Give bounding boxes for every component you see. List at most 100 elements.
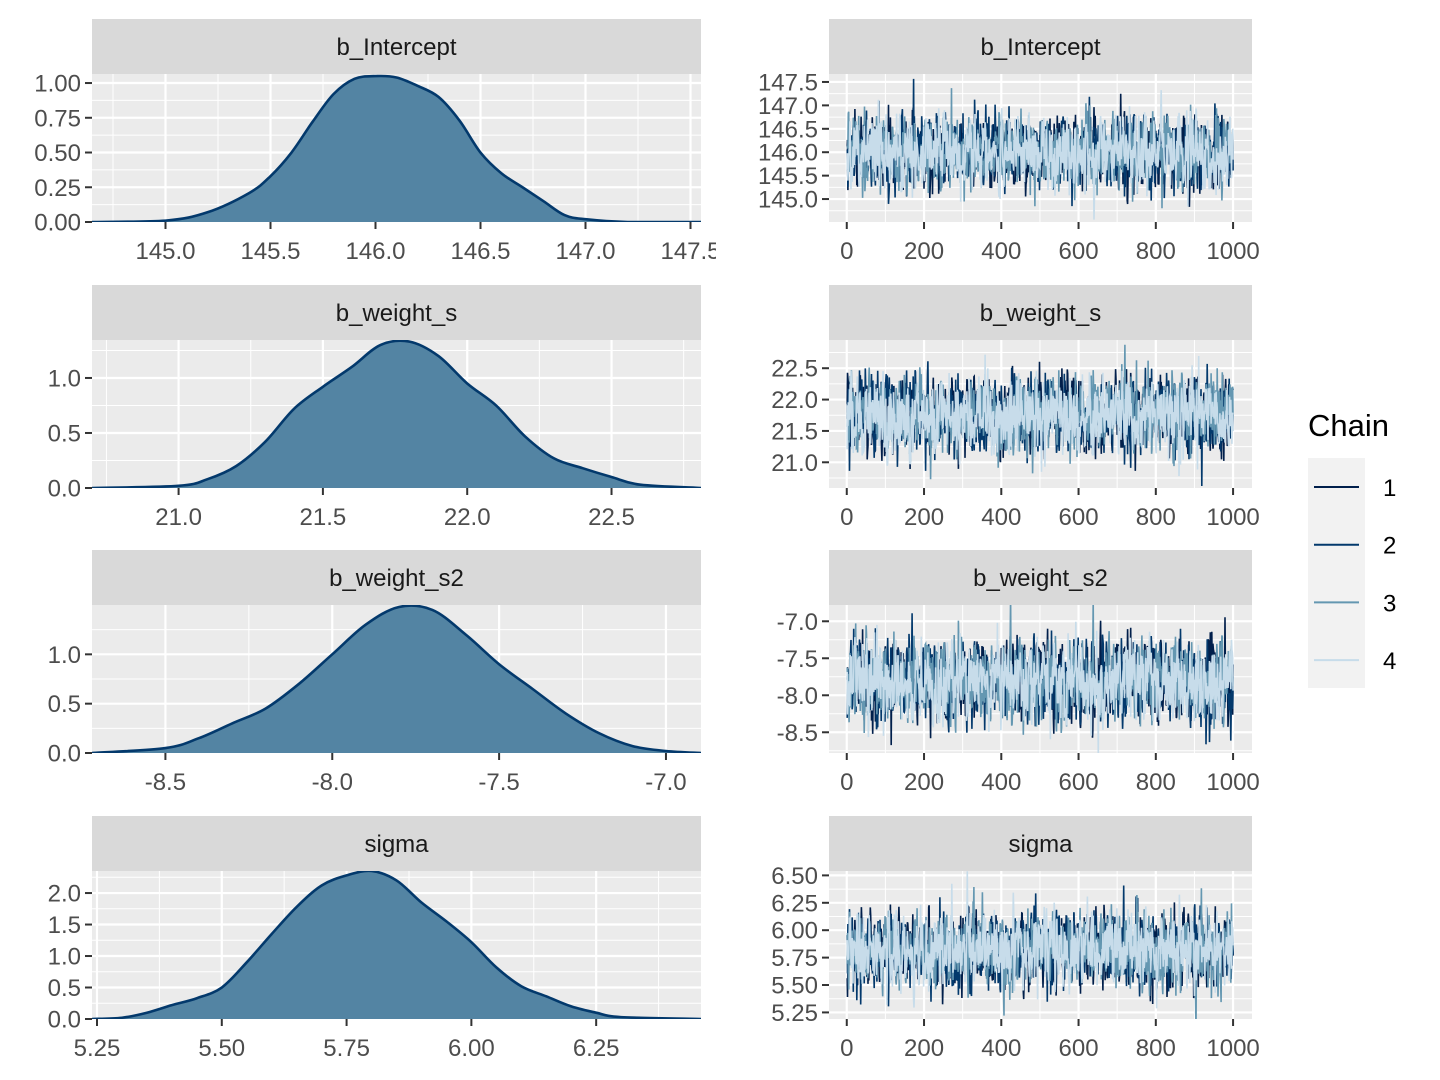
x-tick-label: 600 bbox=[1059, 1035, 1099, 1062]
x-tick-label: 200 bbox=[904, 769, 944, 796]
facet-strip bbox=[829, 285, 1252, 340]
y-tick-label: 1.0 bbox=[48, 944, 81, 971]
x-tick-label: 400 bbox=[981, 238, 1021, 265]
x-tick-label: 1000 bbox=[1206, 769, 1259, 796]
y-tick-label: -7.5 bbox=[777, 646, 818, 673]
density-area bbox=[92, 340, 701, 488]
trace-line-chain-4 bbox=[846, 354, 1234, 477]
facet-strip bbox=[829, 816, 1252, 871]
density-panel-b_weight_s: b_weight_s 0.0 0.5 1.0 21.0 21.5 22.0 22.5 bbox=[48, 285, 701, 531]
x-tick-label: 21.0 bbox=[155, 504, 202, 531]
y-tick-label: 0.75 bbox=[34, 105, 81, 132]
marks bbox=[92, 340, 701, 488]
y-tick-label: 5.50 bbox=[771, 973, 818, 1000]
x-tick-label: 200 bbox=[904, 504, 944, 531]
density-line bbox=[92, 871, 701, 1019]
x-tick-label: 400 bbox=[981, 504, 1021, 531]
x-tick-label: 200 bbox=[904, 1035, 944, 1062]
density-area bbox=[92, 75, 701, 222]
x-tick-label: 400 bbox=[981, 769, 1021, 796]
trace-panel-sigma: sigma 5.255.505.756.006.256.50 0 200 400 600 8… bbox=[771, 816, 1260, 1062]
y-tick-label: 22.0 bbox=[771, 387, 818, 414]
legend-label: 1 bbox=[1383, 475, 1396, 502]
x-tick-label: -7.5 bbox=[478, 769, 519, 796]
x-tick-label: 800 bbox=[1136, 1035, 1176, 1062]
x-tick-label: -7.0 bbox=[645, 769, 686, 796]
facet-strip bbox=[92, 550, 701, 605]
x-tick-label: 0 bbox=[840, 238, 853, 265]
y-tick-label: 145.0 bbox=[758, 187, 818, 214]
y-tick-label: -8.0 bbox=[777, 683, 818, 710]
y-tick-label: 147.5 bbox=[758, 69, 818, 96]
x-tick-label: 0 bbox=[840, 504, 853, 531]
marks bbox=[92, 74, 701, 222]
trace-line-chain-4 bbox=[846, 621, 1234, 753]
x-tick-label: 1000 bbox=[1206, 1035, 1259, 1062]
x-tick-label: 22.5 bbox=[588, 504, 635, 531]
y-tick-label: 5.75 bbox=[771, 945, 818, 972]
y-tick-label: 2.0 bbox=[48, 881, 81, 908]
x-tick-label: 0 bbox=[840, 1035, 853, 1062]
facet-strip-label: b_weight_s2 bbox=[329, 565, 464, 592]
x-tick-label: 5.50 bbox=[198, 1035, 245, 1062]
facet-strip-label: b_weight_s bbox=[980, 300, 1101, 327]
x-tick-label: 5.25 bbox=[74, 1035, 121, 1062]
y-tick-label: -7.0 bbox=[777, 609, 818, 636]
x-tick-label: 600 bbox=[1059, 769, 1099, 796]
facet-strip-label: b_Intercept bbox=[336, 34, 456, 61]
x-tick-label: -8.5 bbox=[145, 769, 186, 796]
x-tick-label: 22.0 bbox=[444, 504, 491, 531]
x-tick-label: 0 bbox=[840, 769, 853, 796]
x-tick-label: 6.00 bbox=[448, 1035, 495, 1062]
trace-panel-b_weight_s: b_weight_s 21.0 21.5 22.0 22.5 0 200 400 600 800 1… bbox=[771, 285, 1260, 531]
y-tick-label: 1.00 bbox=[34, 71, 81, 98]
y-tick-label: 0.0 bbox=[48, 1007, 81, 1034]
marks bbox=[92, 871, 701, 1019]
marks bbox=[846, 871, 1234, 1019]
density-line bbox=[92, 74, 701, 222]
y-tick-label: 6.00 bbox=[771, 918, 818, 945]
x-tick-label: 200 bbox=[904, 238, 944, 265]
y-tick-label: 21.0 bbox=[771, 450, 818, 477]
legend-label: 4 bbox=[1383, 648, 1396, 675]
x-tick-label: 400 bbox=[981, 1035, 1021, 1062]
facet-strip-label: b_weight_s bbox=[336, 300, 457, 327]
x-tick-label: 800 bbox=[1136, 238, 1176, 265]
marks bbox=[846, 605, 1234, 753]
y-tick-label: 145.5 bbox=[758, 163, 818, 190]
density-panel-sigma: sigma 0.0 0.5 1.0 1.5 2.0 5.25 5.50 5.75 6.00 6.25 bbox=[48, 816, 701, 1062]
facet-strip bbox=[92, 816, 701, 871]
density-line bbox=[92, 605, 701, 753]
facet-strip bbox=[92, 285, 701, 340]
density-area bbox=[92, 871, 701, 1019]
y-tick-label: 6.50 bbox=[771, 863, 818, 890]
y-tick-label: 21.5 bbox=[771, 418, 818, 445]
marks bbox=[846, 344, 1234, 487]
y-tick-label: 6.25 bbox=[771, 890, 818, 917]
legend-label: 2 bbox=[1383, 533, 1396, 560]
legend-title: Chain bbox=[1308, 408, 1389, 443]
column-gutter bbox=[716, 0, 756, 1080]
facet-strip-label: sigma bbox=[1008, 831, 1073, 858]
facet-strip-label: b_weight_s2 bbox=[973, 565, 1108, 592]
y-tick-label: 146.5 bbox=[758, 116, 818, 143]
y-tick-label: 0.00 bbox=[34, 210, 81, 237]
y-tick-label: 0.0 bbox=[48, 476, 81, 503]
x-tick-label: 145.5 bbox=[240, 238, 300, 265]
y-tick-label: 22.5 bbox=[771, 356, 818, 383]
y-tick-label: 1.0 bbox=[48, 365, 81, 392]
y-tick-label: -8.5 bbox=[777, 720, 818, 747]
facet-strip bbox=[92, 19, 701, 74]
x-tick-label: 146.0 bbox=[345, 238, 405, 265]
y-tick-label: 0.5 bbox=[48, 975, 81, 1002]
y-tick-label: 0.25 bbox=[34, 175, 81, 202]
density-line bbox=[92, 340, 701, 488]
facet-strip bbox=[829, 550, 1252, 605]
x-tick-label: 146.5 bbox=[450, 238, 510, 265]
facet-strip bbox=[829, 19, 1252, 74]
density-panel-b_Intercept: b_Intercept 0.00 0.25 0.50 0.75 1.00 145.0 145.… bbox=[34, 19, 721, 265]
x-tick-label: 800 bbox=[1136, 769, 1176, 796]
x-tick-label: -8.0 bbox=[312, 769, 353, 796]
y-tick-label: 0.0 bbox=[48, 741, 81, 768]
